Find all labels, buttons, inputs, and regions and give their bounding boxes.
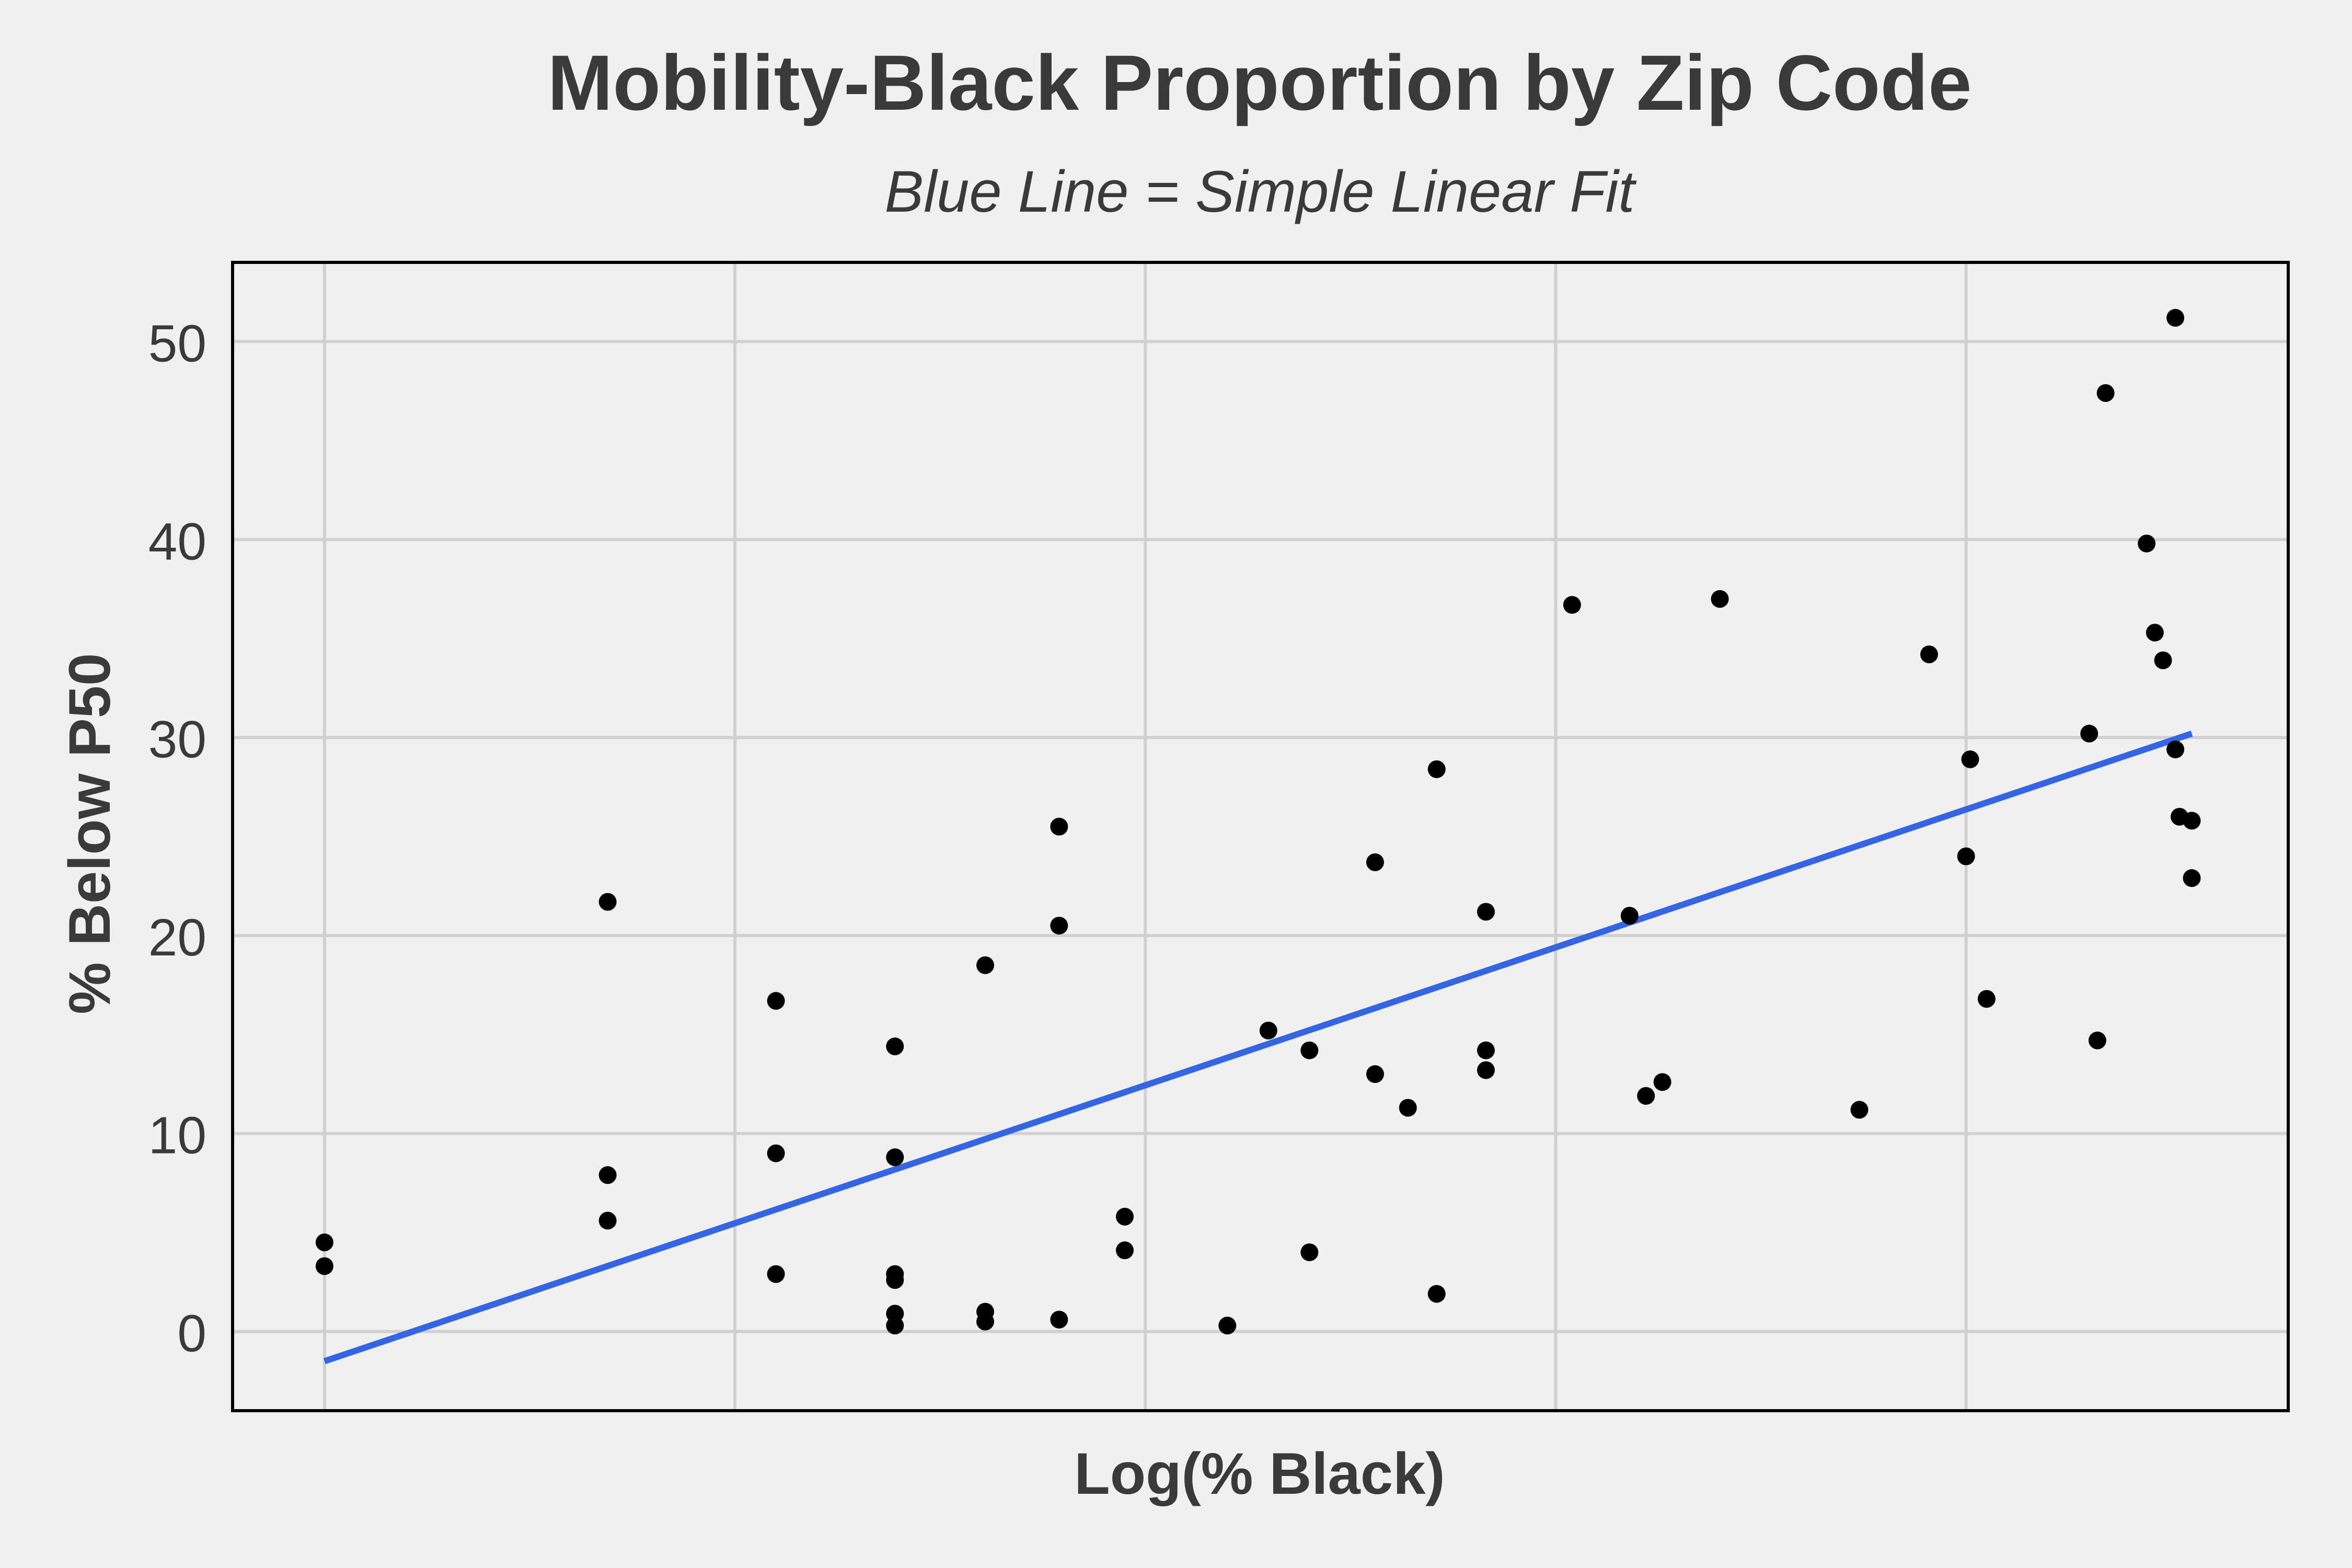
data-point-41 [1957, 847, 1975, 866]
data-point-6 [767, 1144, 785, 1162]
linear-fit-line [323, 730, 2193, 1364]
data-point-4 [598, 1212, 617, 1230]
data-point-22 [1218, 1317, 1237, 1335]
data-point-17 [1050, 817, 1068, 836]
data-point-49 [2154, 651, 2172, 670]
data-point-43 [1977, 990, 1996, 1008]
fit-line-layer [323, 730, 2193, 1364]
data-point-16 [976, 1312, 995, 1331]
data-point-38 [1711, 590, 1729, 608]
data-point-13 [886, 1317, 904, 1335]
y-tick-label-1: 10 [148, 1106, 206, 1165]
y-tick-label-3: 30 [148, 710, 206, 769]
data-point-8 [886, 1037, 904, 1056]
data-points [315, 309, 2201, 1335]
data-point-31 [1477, 903, 1495, 921]
data-point-3 [598, 1166, 617, 1184]
data-point-30 [1427, 1285, 1446, 1303]
data-point-45 [2080, 724, 2099, 743]
data-point-42 [1961, 750, 1979, 768]
data-point-32 [1477, 1041, 1495, 1059]
data-point-46 [2096, 384, 2115, 402]
data-point-47 [2138, 534, 2156, 552]
data-point-0 [315, 1233, 333, 1252]
data-point-39 [1850, 1101, 1869, 1119]
data-point-11 [886, 1271, 904, 1289]
data-point-54 [2183, 869, 2201, 887]
data-point-35 [1620, 907, 1639, 925]
plot-panel-border [231, 261, 2290, 1412]
data-point-48 [2146, 624, 2164, 642]
data-point-37 [1653, 1073, 1671, 1091]
data-point-7 [767, 1265, 785, 1283]
data-point-18 [1050, 916, 1068, 935]
y-axis-title: % Below P50 [57, 653, 122, 1014]
data-point-53 [2183, 812, 2201, 830]
data-point-21 [1115, 1241, 1134, 1260]
data-point-50 [2166, 309, 2185, 327]
chart-title: Mobility-Black Proportion by Zip Code [547, 39, 1971, 126]
data-point-5 [767, 991, 785, 1010]
data-point-19 [1050, 1310, 1068, 1329]
data-point-25 [1300, 1243, 1319, 1261]
data-point-36 [1637, 1087, 1655, 1105]
data-point-33 [1477, 1061, 1495, 1079]
data-point-27 [1366, 1065, 1384, 1083]
data-point-29 [1427, 760, 1446, 778]
data-point-24 [1300, 1041, 1319, 1059]
chart-subtitle: Blue Line = Simple Linear Fit [885, 159, 1637, 224]
data-point-26 [1366, 853, 1384, 871]
y-tick-label-2: 20 [148, 908, 206, 967]
y-tick-label-5: 50 [148, 315, 206, 373]
data-point-2 [598, 893, 617, 911]
data-point-40 [1920, 645, 1938, 664]
data-point-20 [1115, 1207, 1134, 1226]
y-tick-label-0: 0 [177, 1304, 206, 1363]
data-point-34 [1563, 596, 1581, 614]
y-tick-label-4: 40 [148, 512, 206, 571]
data-point-44 [2088, 1031, 2106, 1050]
data-point-14 [976, 956, 995, 974]
data-point-1 [315, 1257, 333, 1275]
x-axis-title: Log(% Black) [1074, 1441, 1445, 1506]
data-point-9 [886, 1148, 904, 1167]
y-axis-ticks: 0 10 20 30 40 50 [148, 315, 206, 1363]
data-point-51 [2166, 740, 2185, 758]
data-point-23 [1259, 1021, 1277, 1040]
data-point-28 [1399, 1099, 1417, 1117]
grid-lines [233, 262, 2288, 1411]
